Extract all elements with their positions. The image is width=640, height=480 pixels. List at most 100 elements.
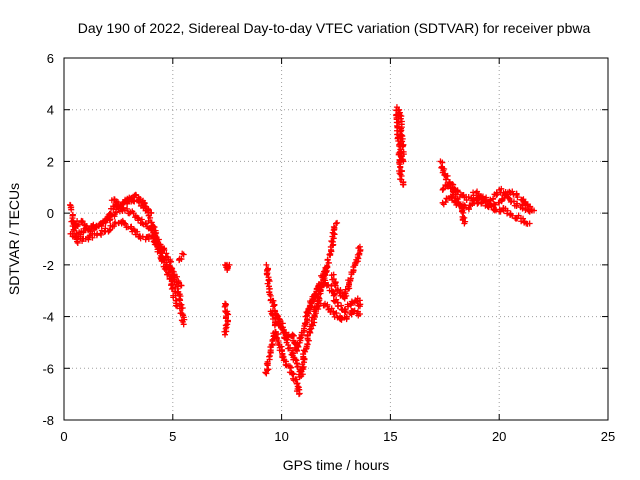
data-point — [504, 191, 511, 198]
data-point — [147, 214, 154, 221]
data-point — [395, 151, 402, 158]
y-tick-label: 0 — [47, 206, 54, 221]
data-point — [507, 210, 514, 217]
data-point — [122, 220, 129, 227]
data-point — [334, 286, 341, 293]
y-tick-label: -6 — [42, 361, 54, 376]
y-tick-label: 2 — [47, 154, 54, 169]
data-point — [79, 218, 86, 225]
data-point — [308, 325, 315, 332]
data-point — [513, 190, 520, 197]
data-point — [397, 164, 404, 171]
data-point — [151, 224, 158, 231]
data-point — [265, 274, 272, 281]
data-point — [476, 194, 483, 201]
data-point — [292, 356, 299, 363]
data-point — [396, 159, 403, 166]
data-point — [333, 310, 340, 317]
data-point — [398, 172, 405, 179]
data-point — [343, 315, 350, 322]
data-point — [174, 273, 181, 280]
data-point — [263, 261, 270, 268]
data-point — [222, 302, 229, 309]
data-point — [519, 205, 526, 212]
data-point — [173, 300, 180, 307]
data-point — [330, 235, 337, 242]
data-point — [506, 195, 513, 202]
data-point — [224, 318, 231, 325]
data-point — [326, 251, 333, 258]
data-point — [328, 305, 335, 312]
data-point — [106, 227, 113, 234]
data-point — [315, 303, 322, 310]
data-point — [331, 291, 338, 298]
y-tick-label: -8 — [42, 413, 54, 428]
data-point — [330, 292, 337, 299]
data-point — [509, 188, 516, 195]
data-point — [87, 227, 94, 234]
data-point — [73, 236, 80, 243]
data-point — [324, 256, 331, 263]
data-point — [440, 185, 447, 192]
data-point — [463, 197, 470, 204]
data-point — [168, 286, 175, 293]
data-point — [273, 334, 280, 341]
data-point — [442, 199, 449, 206]
x-tick-label: 20 — [492, 429, 506, 444]
data-point — [225, 311, 232, 318]
data-point — [74, 218, 81, 225]
data-point — [343, 292, 350, 299]
axis-ticks: 0 5 10 15 20 25 -8 -6 -4 -2 0 2 4 6 — [42, 51, 615, 444]
data-point — [311, 293, 318, 300]
data-point — [124, 205, 131, 212]
data-point — [488, 202, 495, 209]
data-point — [114, 199, 121, 206]
x-axis-label: GPS time / hours — [283, 457, 390, 473]
data-point — [150, 238, 157, 245]
chart-title: Day 190 of 2022, Sidereal Day-to-day VTE… — [78, 20, 591, 36]
data-point — [355, 245, 362, 252]
data-point — [332, 282, 339, 289]
data-point — [398, 152, 405, 159]
data-point — [179, 318, 186, 325]
data-point — [266, 278, 273, 285]
data-point — [164, 253, 171, 260]
x-tick-label: 15 — [383, 429, 397, 444]
y-tick-label: 4 — [47, 103, 54, 118]
data-point — [400, 157, 407, 164]
plot-frame — [63, 57, 609, 421]
data-point — [331, 224, 338, 231]
data-point — [101, 217, 108, 224]
data-point — [337, 287, 344, 294]
data-point — [399, 143, 406, 150]
data-point — [69, 212, 76, 219]
data-point — [355, 312, 362, 319]
data-point — [68, 206, 75, 213]
data-point — [288, 364, 295, 371]
data-point — [346, 281, 353, 288]
data-point — [481, 197, 488, 204]
data-point — [296, 374, 303, 381]
data-point — [514, 200, 521, 207]
data-point — [505, 194, 512, 201]
data-point — [315, 291, 322, 298]
data-point — [129, 197, 136, 204]
data-point — [462, 218, 469, 225]
data-point — [120, 219, 127, 226]
data-point — [292, 376, 299, 383]
data-point — [160, 246, 167, 253]
data-point — [290, 332, 297, 339]
data-point — [529, 206, 536, 213]
data-point — [264, 360, 271, 367]
y-tick-label: -2 — [42, 258, 54, 273]
data-point — [274, 331, 281, 338]
data-point — [124, 200, 131, 207]
data-point — [483, 194, 490, 201]
data-point — [310, 322, 317, 329]
data-point — [74, 239, 81, 246]
data-point — [350, 269, 357, 276]
data-point — [347, 275, 354, 282]
data-point — [137, 219, 144, 226]
data-point — [441, 166, 448, 173]
data-point — [178, 256, 185, 263]
